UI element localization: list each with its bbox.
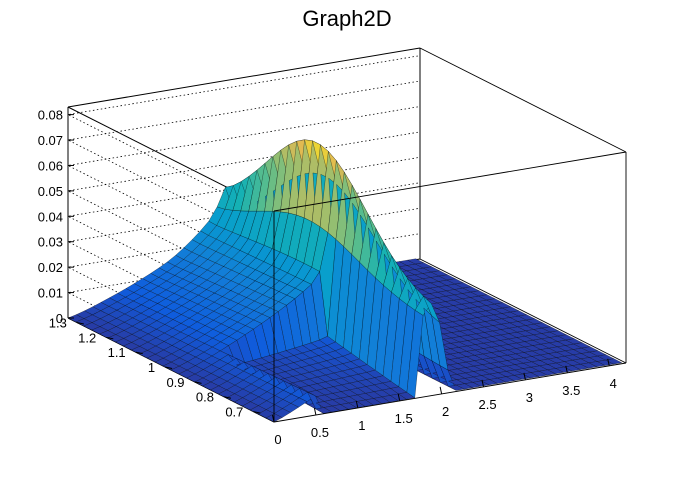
x-tick bbox=[272, 414, 275, 423]
y-tick-label: 1.2 bbox=[78, 330, 96, 345]
y-tick bbox=[253, 411, 261, 414]
x-tick bbox=[523, 372, 526, 380]
chart-title: Graph2D bbox=[302, 6, 391, 31]
y-tick-label: 0.8 bbox=[196, 390, 214, 405]
x-tick-label: 1.5 bbox=[395, 411, 413, 426]
z-tick-label: 0.04 bbox=[38, 209, 63, 224]
y-tick-label: 1.3 bbox=[49, 315, 67, 330]
frame-edge bbox=[273, 151, 627, 212]
y-tick bbox=[165, 366, 173, 370]
z-tick-label: 0 bbox=[56, 311, 63, 326]
z-tick-label: 0.08 bbox=[38, 108, 63, 123]
x-tick-label: 1 bbox=[358, 418, 365, 433]
y-tick-label: 0.9 bbox=[166, 375, 184, 390]
frame-edge bbox=[419, 47, 627, 153]
x-tick-label: 0 bbox=[274, 432, 281, 447]
z-tick-label: 0.01 bbox=[38, 286, 63, 301]
x-tick-label: 4 bbox=[610, 376, 617, 391]
x-tick bbox=[481, 379, 485, 387]
z-tick-label: 0.06 bbox=[38, 158, 63, 173]
z-tick-label: 0.03 bbox=[38, 235, 63, 250]
x-tick bbox=[397, 393, 401, 402]
axis-frame bbox=[273, 47, 627, 423]
z-tick-label: 0.02 bbox=[38, 260, 63, 275]
z-axis: 0 0.01 0.02 0.03 0.04 0.05 0.06 0.07 0.08 bbox=[38, 108, 74, 326]
y-tick bbox=[135, 351, 143, 355]
x-axis: 0 0.5 1 1.5 2 2.5 3 3.5 4 bbox=[272, 358, 617, 447]
y-tick bbox=[223, 396, 232, 399]
frame-edge bbox=[419, 258, 627, 364]
y-axis: 0.7 0.8 0.9 1 1.1 1.2 1.3 bbox=[49, 315, 261, 420]
x-tick bbox=[607, 358, 610, 366]
x-tick-label: 3.5 bbox=[562, 383, 580, 398]
z-tick-label: 0.07 bbox=[38, 133, 63, 148]
z-gridline bbox=[66, 55, 421, 219]
surface-mesh bbox=[67, 139, 623, 423]
x-tick-label: 3 bbox=[526, 390, 533, 405]
back-wall-edge bbox=[67, 47, 421, 108]
x-tick bbox=[565, 365, 568, 373]
x-tick-label: 2.5 bbox=[478, 397, 496, 412]
y-tick bbox=[76, 321, 84, 325]
x-tick bbox=[439, 386, 443, 395]
y-tick-label: 0.7 bbox=[225, 405, 243, 420]
y-tick bbox=[194, 381, 202, 384]
z-tick-label: 0.05 bbox=[38, 184, 63, 199]
y-tick-label: 1.1 bbox=[108, 345, 126, 360]
x-tick bbox=[313, 407, 317, 416]
x-tick-label: 2 bbox=[442, 404, 449, 419]
x-tick bbox=[355, 400, 359, 409]
z-gridline bbox=[66, 80, 421, 245]
y-tick-label: 1 bbox=[148, 360, 155, 375]
y-tick bbox=[106, 336, 114, 340]
x-tick-label: 0.5 bbox=[311, 425, 329, 440]
